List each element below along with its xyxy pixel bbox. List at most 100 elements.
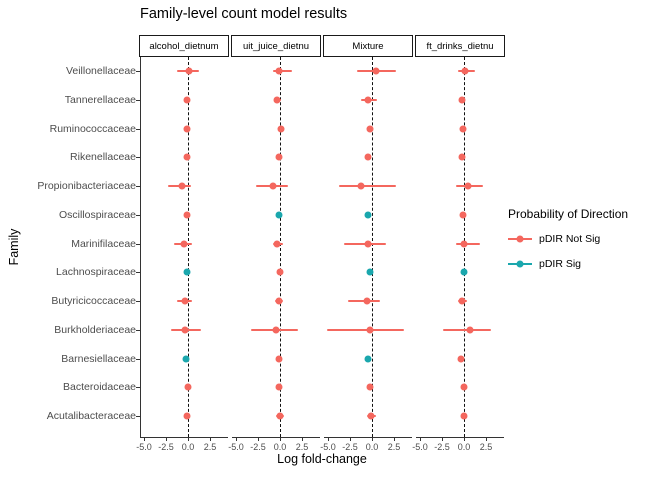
zero-reference-line [464,57,465,437]
estimate-point [366,125,374,132]
estimate-point [183,153,191,161]
zero-reference-line [372,57,373,437]
y-tick-label: Burkholderiaceae [54,323,136,336]
zero-reference-line [280,57,281,437]
x-axis-tick [210,437,211,441]
estimate-point [364,153,372,161]
y-tick-label: Propionibacteriaceae [37,180,136,192]
estimate-point [464,182,472,190]
x-axis-tick [166,437,167,441]
estimate-point [183,412,191,420]
y-tick-label: Tannerellaceae [64,93,136,106]
estimate-point [363,297,371,305]
legend-key-glyph [508,256,532,272]
estimate-point [273,96,281,104]
estimate-point [184,383,192,391]
y-tick-label: Bacteroidaceae [63,381,136,394]
estimate-point [364,355,372,362]
estimate-point [460,240,468,247]
estimate-point [458,297,466,305]
estimate-point [366,383,374,391]
y-tick-label: Marinifilaceae [71,237,136,250]
y-tick-label: Lachnospiraceae [56,266,136,279]
y-axis-tick [136,416,140,417]
facet-panel [416,57,504,437]
x-axis-tick [258,437,259,441]
x-tick-label: 2.5 [203,442,217,452]
x-tick-label: -5.0 [412,442,428,452]
estimate-point [364,211,372,219]
y-axis-tick [136,301,140,302]
y-axis-tick [136,358,140,360]
x-tick-label: -5.0 [228,442,244,452]
legend-key-glyph [508,231,532,247]
legend-key-point [516,260,524,268]
estimate-point [364,240,372,247]
estimate-point [183,268,191,276]
x-axis-line [232,437,320,438]
estimate-point [272,326,280,334]
y-axis-tick [136,329,140,331]
x-axis-tick [144,437,145,441]
estimate-point [459,125,467,132]
estimate-point [178,182,186,190]
estimate-point [461,67,469,75]
facet-strip: alcohol_dietnum [139,35,229,57]
x-axis-tick [464,437,465,441]
legend-title: Probability of Direction [508,207,629,221]
y-tick-label: Barnesiellaceae [61,352,136,365]
estimate-point [366,268,374,276]
y-axis-tick [136,243,140,245]
x-axis-tick [328,437,329,441]
facet-strip: ft_drinks_dietnu [415,35,505,57]
estimate-point [372,67,380,75]
x-tick-label: 0.0 [365,442,379,452]
x-tick-label: -2.5 [158,442,174,452]
estimate-point [460,412,468,420]
estimate-point [183,96,191,104]
x-axis-tick [394,437,395,441]
error-bar [456,242,480,245]
y-tick-label: Butyricicoccaceae [51,295,136,307]
y-tick-label: Acutalibacteraceae [46,410,136,422]
facet-panel [324,57,412,437]
estimate-point [366,326,374,334]
x-axis-tick [350,437,351,441]
plot-title: Family-level count model results [140,6,348,22]
x-axis-tick [280,437,281,441]
y-axis-title: Family [7,228,21,266]
legend-item: pDIR Sig [508,256,628,272]
legend-item-label: pDIR Sig [539,258,582,270]
x-axis-tick [372,437,373,441]
x-axis-tick [236,437,237,441]
error-bar [272,70,293,72]
facet-strip: Mixture [323,35,413,57]
estimate-point [183,211,191,219]
y-axis-tick [136,186,140,187]
facet-strip-label: uit_juice_dietnu [242,40,310,52]
x-axis-tick [486,437,487,441]
x-tick-label: -5.0 [136,442,152,452]
x-axis-tick [442,437,443,441]
x-tick-label: 2.5 [295,442,309,452]
facet-panel [140,57,228,437]
y-axis-tick [136,71,140,72]
x-axis-tick [302,437,303,441]
estimate-point [275,67,283,75]
y-axis-tick [136,272,140,274]
estimate-point [273,240,281,247]
estimate-point [181,297,189,305]
x-axis-line [140,437,228,438]
estimate-point [460,383,468,391]
x-axis-line [416,437,504,438]
x-tick-label: -2.5 [342,442,358,452]
estimate-point [277,125,285,132]
x-tick-label: 0.0 [273,442,287,452]
estimate-point [275,153,283,161]
x-axis-tick [188,437,189,441]
y-tick-label: Veillonellaceae [65,65,136,77]
estimate-point [466,326,474,334]
error-bar [327,328,404,331]
estimate-point [276,268,284,276]
